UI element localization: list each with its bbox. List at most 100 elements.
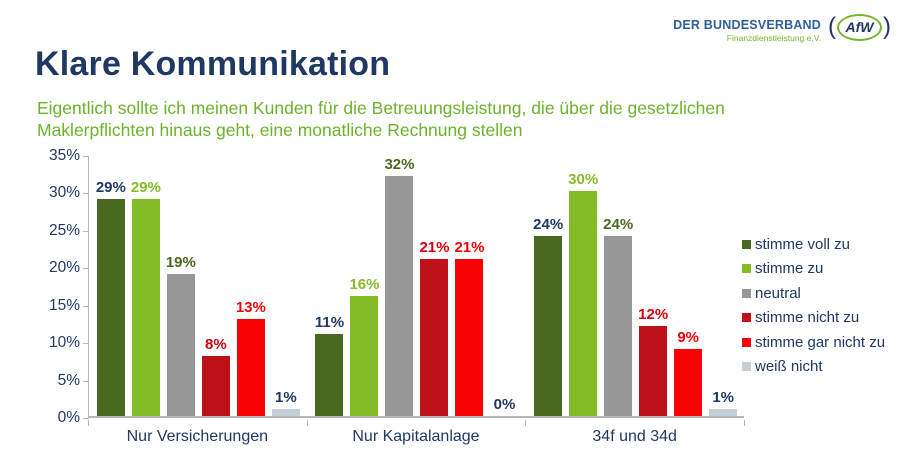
afw-ellipse-icon: AfW [837,13,882,41]
bar-value-label: 1% [712,389,734,406]
y-axis-tick-mark [83,380,89,382]
bar-cell: 8% [201,336,230,416]
y-axis-tick-label: 35% [48,147,80,164]
page-subtitle: Eigentlich sollte ich meinen Kunden für … [37,98,725,140]
y-axis-tick-label: 15% [48,296,80,314]
legend-label: stimme nicht zu [755,309,860,327]
bar-value-label: 12% [638,306,669,323]
x-axis-tick-mark [525,420,527,426]
bar-value-label: 11% [314,314,345,331]
y-axis-tick-mark [83,156,89,157]
bar [639,326,668,416]
bar-cell: 29% [130,179,161,416]
bar-value-label: 24% [603,216,634,233]
bar-cell: 13% [235,299,266,416]
bar-cell: 0% [490,396,518,416]
legend-marker-icon [742,362,751,372]
legend-label: stimme voll zu [755,235,851,253]
x-axis-tick-mark [306,420,308,426]
legend-label: stimme zu [755,260,824,278]
bar [385,176,414,416]
bar-value-label: 9% [677,329,699,346]
bar-cell: 24% [603,216,634,416]
legend-item: stimme nicht zu [742,306,885,331]
bar-group: 24% 30% 24% 12% 9% 1% [526,156,745,416]
bar-cell: 1% [709,389,738,416]
bar-value-label: 1% [274,389,297,406]
bar-value-label: 30% [568,171,599,188]
afw-logo: DER BUNDESVERBAND Finanzdienstleistung e… [673,13,891,43]
bar [604,236,633,416]
badge-paren-open: ( [828,13,836,40]
y-axis-tick-label: 30% [48,184,80,202]
bar [420,259,449,416]
y-axis-tick-label: 0% [57,409,80,426]
bar-value-label: 8% [204,336,227,353]
bar [201,356,230,416]
legend-marker-icon [742,337,751,347]
bar-value-label: 0% [493,396,516,413]
legend-item: stimme zu [742,257,885,282]
bar-cell: 21% [419,239,450,416]
legend-marker-icon [742,288,751,298]
y-axis-tick-mark [83,230,89,232]
bar-value-label: 16% [349,276,380,293]
bar-cell: 30% [568,171,599,416]
bar-group: 29% 29% 19% 8% 13% 1% [89,156,308,416]
bar-cell: 1% [271,389,300,416]
legend-item: stimme voll zu [742,232,885,257]
y-axis-tick-label: 20% [48,259,80,277]
bar [236,319,265,416]
legend-item: stimme gar nicht zu [742,330,885,355]
y-axis-tick-label: 5% [57,371,80,389]
bar-cell: 16% [349,276,380,416]
x-axis-category-label: 34f und 34d [592,428,677,445]
y-axis-tick-label: 10% [48,334,80,352]
bar [131,199,160,416]
chart-plot-area: 29% 29% 19% 8% 13% 1% 11% 16% 32% 21% 21% 0% 24% 30% 2… [88,156,744,418]
bar [709,409,738,416]
bar-cell: 29% [95,179,126,416]
x-axis-category-label: Nur Versicherungen [126,428,269,445]
bar [166,274,195,416]
bar [315,334,344,416]
page-title: Klare Kommunikation [35,45,391,83]
y-axis-tick-mark [83,268,89,270]
bar-value-label: 21% [454,239,485,256]
x-axis-tick-mark [744,420,745,426]
bar [569,191,598,416]
legend-item: weiß nicht [742,355,885,380]
bar [271,409,300,416]
bar-value-label: 32% [384,156,415,173]
afw-badge-text: AfW [845,19,874,35]
bar-cell: 9% [674,329,703,416]
logo-line1: DER BUNDESVERBAND [673,18,821,32]
bar-group: 11% 16% 32% 21% 21% 0% [308,156,527,416]
bar-value-label: 13% [235,299,266,316]
bar [534,236,563,416]
bar-value-label: 19% [165,254,196,271]
bar-cell: 19% [165,254,196,416]
legend-marker-icon [742,239,751,249]
legend-marker-icon [742,264,751,274]
badge-paren-close: ) [883,13,891,40]
bar [96,199,125,416]
logo-text: DER BUNDESVERBAND Finanzdienstleistung e… [673,18,821,43]
bar [674,349,703,416]
legend-label: stimme gar nicht zu [755,333,886,351]
bar-value-label: 29% [95,179,126,196]
y-axis-tick-mark [83,418,89,419]
legend-label: neutral [755,284,801,302]
bar-value-label: 24% [533,216,564,233]
legend-marker-icon [742,313,751,323]
logo-line2: Finanzdienstleistung e.V. [726,33,821,43]
bar-value-label: 21% [419,239,450,256]
legend-label: weiß nicht [755,358,823,376]
bar-cell: 21% [454,239,485,416]
bar-value-label: 29% [130,179,161,196]
bar-cell: 32% [384,156,415,416]
bar [350,296,379,416]
chart-legend: stimme voll zu stimme zu neutral stimme nic… [742,232,885,379]
y-axis-tick-mark [83,193,89,195]
